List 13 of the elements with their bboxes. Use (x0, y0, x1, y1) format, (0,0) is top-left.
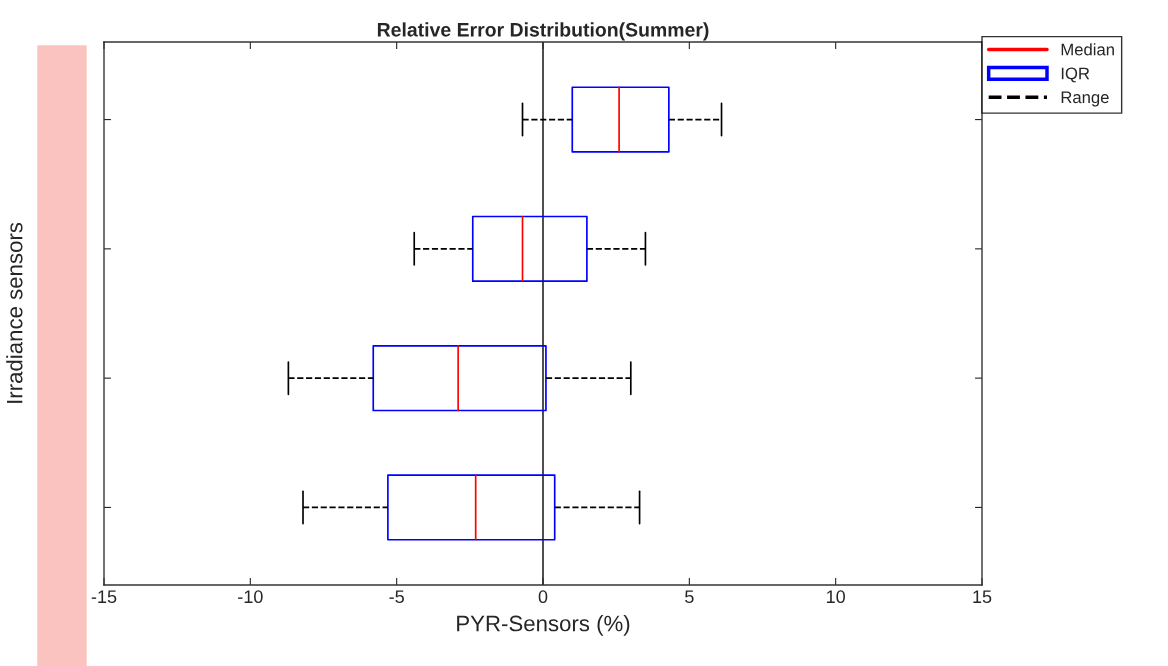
y-axis-title: Irradiance sensors (6, 222, 23, 403)
x-tick-label: -15 (91, 590, 117, 604)
x-tick-label: -10 (238, 590, 263, 604)
x-axis-title: PYR-Sensors (%) (457, 615, 630, 636)
x-tick-label: 5 (685, 590, 694, 604)
x-tick-label: 0 (538, 590, 548, 604)
legend-label: IQR (1061, 67, 1090, 83)
chart-title: Relative Error Distribution(Summer) (377, 22, 709, 41)
legend-label: Range (1061, 91, 1109, 107)
x-tick-label: 10 (827, 590, 845, 604)
x-tick-label: 15 (973, 590, 992, 604)
legend-label: Median (1061, 43, 1114, 56)
x-tick-label: -5 (389, 590, 404, 604)
